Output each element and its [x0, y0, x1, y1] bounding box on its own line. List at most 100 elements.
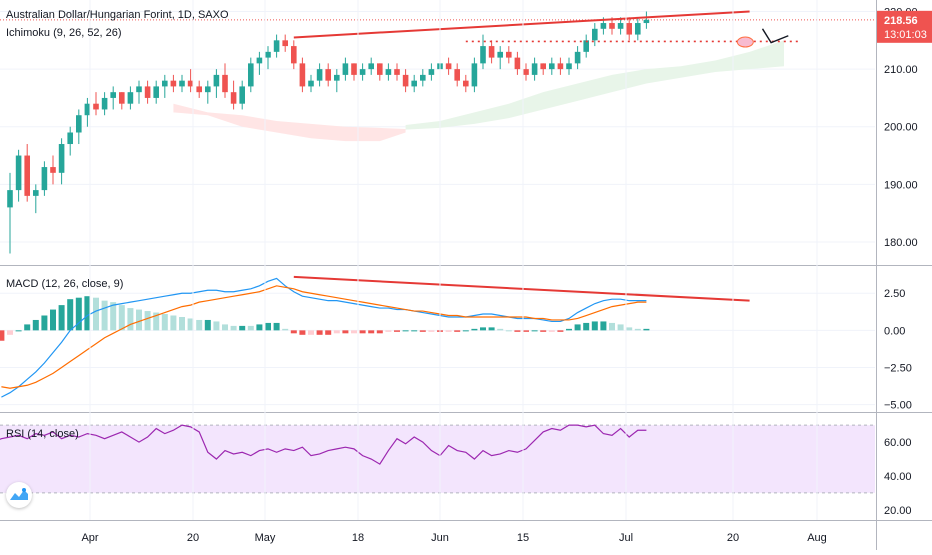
candle-body	[93, 103, 99, 110]
macd-histogram-bar	[239, 325, 246, 331]
candle-body	[136, 86, 142, 93]
candle-body	[368, 63, 374, 70]
rsi-legend[interactable]: RSI (14, close)	[6, 428, 79, 440]
candle-body	[566, 63, 572, 70]
macd-histogram-bar	[428, 330, 435, 332]
macd-histogram-bar	[144, 311, 151, 331]
macd-histogram-bar	[325, 330, 332, 335]
rsi-tick-label: 40.00	[884, 471, 912, 483]
macd-histogram-bar	[497, 328, 504, 331]
candle-body	[179, 80, 185, 87]
candle-body	[76, 115, 82, 133]
macd-histogram-bar	[41, 315, 48, 331]
candle-body	[153, 86, 159, 98]
time-tick-label: Apr	[81, 532, 98, 544]
last-price-badge	[877, 10, 932, 43]
macd-histogram-bar	[445, 330, 452, 332]
macd-histogram-bar	[454, 330, 461, 332]
candle-body	[110, 92, 116, 98]
time-tick-label: May	[255, 532, 276, 544]
macd-histogram-bar	[376, 330, 383, 334]
macd-histogram-bar	[359, 330, 366, 334]
candle-body	[643, 19, 650, 24]
ichimoku-legend[interactable]: Ichimoku (9, 26, 52, 26)	[6, 27, 122, 39]
tradingview-logo-icon[interactable]	[6, 482, 32, 508]
macd-histogram-bar	[0, 330, 5, 341]
macd-histogram-bar	[196, 319, 203, 331]
candle-body	[24, 155, 30, 196]
macd-histogram-bar	[531, 330, 538, 332]
candle-body	[170, 80, 177, 87]
macd-histogram-bar	[419, 330, 426, 332]
macd-histogram-bar	[170, 315, 177, 331]
macd-histogram-bar	[230, 325, 237, 331]
macd-histogram-bar	[50, 309, 56, 331]
candle-body	[67, 132, 73, 145]
macd-histogram-bar	[179, 316, 185, 331]
candle-body	[239, 86, 245, 104]
macd-histogram-bar	[505, 330, 512, 332]
candle-body	[187, 80, 194, 87]
candle-body	[84, 103, 91, 116]
macd-histogram-bar	[591, 321, 598, 331]
macd-histogram-bar	[540, 330, 547, 332]
macd-histogram-bar	[101, 300, 108, 331]
candle-body	[377, 63, 383, 75]
candle-body	[635, 23, 641, 35]
macd-histogram-bar	[488, 327, 495, 331]
macd-tick-label: 2.50	[884, 288, 905, 300]
macd-histogram-bar	[600, 321, 607, 331]
macd-histogram-bar	[67, 299, 74, 331]
macd-histogram-bar	[75, 297, 82, 331]
candle-body	[549, 63, 555, 70]
macd-histogram-bar	[351, 330, 357, 334]
macd-histogram-bar	[566, 328, 572, 331]
candle-body	[402, 74, 409, 87]
candle-body	[15, 155, 22, 191]
macd-histogram-bar	[7, 330, 13, 335]
candle-body	[291, 46, 297, 64]
candle-body	[282, 40, 288, 47]
time-tick-label: Jul	[619, 532, 633, 544]
macd-line	[1, 277, 647, 398]
macd-histogram-bar	[247, 325, 254, 331]
macd-tick-label: −2.50	[884, 362, 912, 374]
macd-histogram-bar	[617, 324, 624, 331]
candle-body	[230, 92, 237, 104]
candle-body	[144, 86, 151, 98]
candle-body	[222, 74, 228, 93]
macd-histogram-bar	[548, 330, 555, 332]
macd-histogram-bar	[24, 324, 31, 331]
macd-histogram-bar	[514, 330, 521, 332]
macd-histogram-bar	[643, 328, 650, 331]
candle-body	[196, 86, 202, 93]
time-tick-label: 20	[727, 532, 739, 544]
candle-body	[600, 23, 607, 29]
macd-histogram-bar	[213, 321, 220, 331]
macd-histogram-bar	[265, 322, 271, 331]
macd-histogram-bar	[342, 330, 349, 334]
candle-body	[514, 57, 521, 70]
macd-histogram-bar	[222, 324, 228, 331]
macd-histogram-bar	[58, 305, 65, 331]
macd-histogram-bar	[394, 330, 400, 332]
macd-legend[interactable]: MACD (12, 26, close, 9)	[6, 278, 124, 290]
candle-body	[523, 69, 529, 75]
candle-body	[617, 23, 624, 29]
macd-histogram-bar	[127, 308, 134, 331]
candle-body	[592, 28, 598, 41]
candle-body	[316, 69, 323, 81]
candle-body	[497, 51, 503, 58]
time-tick-label: Aug	[807, 532, 827, 544]
macd-histogram-bar	[316, 330, 323, 335]
macd-histogram-bar	[634, 328, 641, 331]
macd-histogram-bar	[15, 330, 22, 332]
candle-body	[299, 63, 306, 87]
macd-histogram-bar	[368, 330, 375, 334]
ichimoku-cloud-bullish	[405, 40, 784, 130]
macd-histogram-bar	[93, 297, 99, 331]
macd-histogram-bar	[110, 302, 117, 331]
candle-body	[325, 69, 331, 81]
candle-body	[58, 144, 65, 173]
